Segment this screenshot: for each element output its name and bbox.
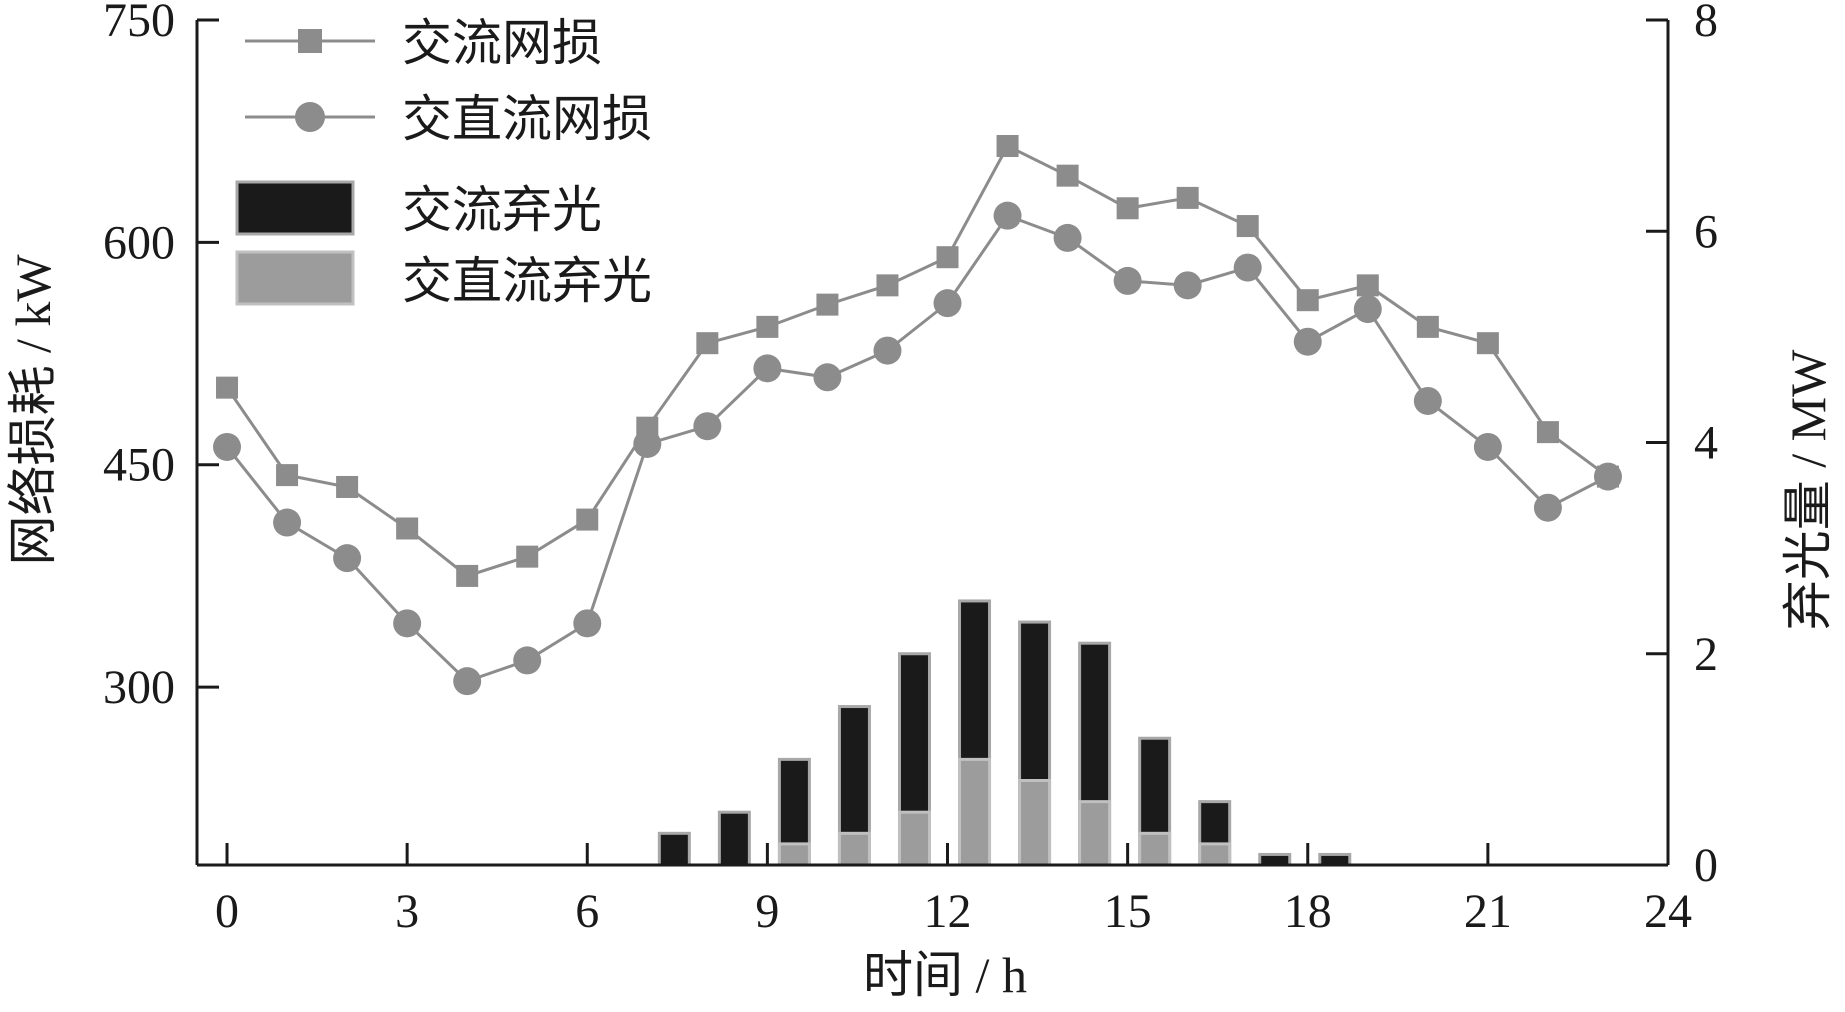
right-y-tick-label: 0 (1694, 839, 1718, 892)
point-acdc-loss (393, 609, 422, 638)
left-y-tick-label: 300 (103, 661, 175, 714)
point-acdc-loss (1533, 493, 1562, 522)
point-ac-loss (1416, 315, 1439, 338)
point-acdc-loss (1353, 295, 1382, 324)
left-y-tick-label: 450 (103, 439, 175, 492)
bar-ac-curtail (657, 831, 691, 867)
point-ac-loss (1056, 164, 1079, 187)
bar-ac-curtail (1258, 852, 1292, 867)
bar-ac-curtail (1318, 852, 1352, 867)
left-y-tick-label: 750 (103, 0, 175, 47)
point-ac-loss (1476, 332, 1499, 355)
point-ac-loss (696, 332, 719, 355)
point-ac-loss (456, 564, 479, 587)
point-ac-loss (816, 293, 839, 316)
legend-label-ac-loss: 交流网损 (402, 15, 602, 71)
right-y-tick-label: 8 (1694, 0, 1718, 47)
x-tick-label: 24 (1644, 885, 1692, 938)
x-tick-label: 21 (1464, 885, 1512, 938)
point-ac-loss (1176, 186, 1199, 209)
point-ac-loss (336, 475, 359, 498)
point-ac-loss (516, 545, 539, 568)
bar-acdc-curtail (1078, 800, 1112, 867)
x-tick-label: 3 (395, 885, 419, 938)
legend-label-ac-curtail: 交流弃光 (402, 182, 602, 238)
point-ac-loss (1296, 289, 1319, 312)
point-acdc-loss (213, 432, 242, 461)
point-ac-loss (876, 274, 899, 297)
line-layer (213, 135, 1622, 696)
legend-square-marker (298, 29, 322, 53)
point-acdc-loss (333, 544, 362, 573)
point-acdc-loss (813, 363, 842, 392)
legend-entry-ac-loss: 交流网损 (245, 15, 602, 71)
point-acdc-loss (513, 646, 542, 675)
x-tick-label: 12 (924, 885, 972, 938)
bar-layer (657, 599, 1352, 867)
x-tick-label: 6 (575, 885, 599, 938)
point-ac-loss (1236, 215, 1259, 238)
point-ac-loss (996, 135, 1019, 158)
point-ac-loss (216, 376, 239, 399)
legend-entry-ac-curtail: 交流弃光 (235, 180, 602, 238)
left-y-tick-label: 600 (103, 216, 175, 269)
point-acdc-loss (273, 508, 302, 537)
legend-swatch-ac-curtail (235, 180, 355, 236)
legend-entry-acdc-loss: 交直流网损 (245, 91, 652, 147)
point-acdc-loss (1593, 462, 1622, 491)
x-tick-label: 9 (755, 885, 779, 938)
legend-label-acdc-curtail: 交直流弃光 (402, 253, 652, 309)
x-tick-label: 18 (1284, 885, 1332, 938)
point-acdc-loss (633, 429, 662, 458)
point-acdc-loss (1233, 253, 1262, 282)
point-ac-loss (756, 315, 779, 338)
point-acdc-loss (753, 354, 782, 383)
bar-ac-curtail (717, 810, 751, 867)
bar-acdc-curtail (1198, 842, 1232, 867)
bar-acdc-curtail (958, 757, 992, 867)
point-acdc-loss (933, 289, 962, 318)
x-tick-label: 15 (1104, 885, 1152, 938)
left-y-axis-title: 网络损耗 / kW (5, 254, 61, 566)
point-acdc-loss (1293, 327, 1322, 356)
x-tick-label: 0 (215, 885, 239, 938)
point-acdc-loss (873, 336, 902, 365)
point-ac-loss (396, 517, 419, 540)
point-acdc-loss (453, 667, 482, 696)
right-y-axis-title: 弃光量 / MW (1780, 349, 1836, 630)
point-acdc-loss (1053, 223, 1082, 252)
point-acdc-loss (1173, 271, 1202, 300)
bar-acdc-curtail (1138, 831, 1172, 867)
point-acdc-loss (1113, 266, 1142, 295)
legend-label-acdc-loss: 交直流网损 (402, 91, 652, 147)
point-ac-loss (576, 508, 599, 531)
point-ac-loss (936, 246, 959, 269)
point-ac-loss (1356, 274, 1379, 297)
legend-circle-marker (295, 102, 325, 132)
point-ac-loss (1536, 421, 1559, 444)
bar-acdc-curtail (897, 810, 931, 867)
legend: 交流网损 交直流网损 交流弃光 交直流弃光 (235, 15, 652, 309)
bar-acdc-curtail (1018, 779, 1052, 867)
point-acdc-loss (573, 609, 602, 638)
point-ac-loss (276, 464, 299, 487)
right-y-tick-label: 4 (1694, 417, 1718, 470)
point-acdc-loss (693, 412, 722, 441)
right-y-tick-label: 2 (1694, 628, 1718, 681)
x-axis-title: 时间 / h (863, 947, 1027, 1003)
point-ac-loss (1116, 197, 1139, 220)
bar-acdc-curtail (777, 842, 811, 867)
point-acdc-loss (1413, 386, 1442, 415)
right-y-tick-label: 6 (1694, 205, 1718, 258)
legend-entry-acdc-curtail: 交直流弃光 (235, 250, 652, 309)
bar-acdc-curtail (837, 831, 871, 867)
legend-swatch-acdc-curtail (235, 250, 355, 306)
point-acdc-loss (993, 201, 1022, 230)
point-acdc-loss (1473, 432, 1502, 461)
